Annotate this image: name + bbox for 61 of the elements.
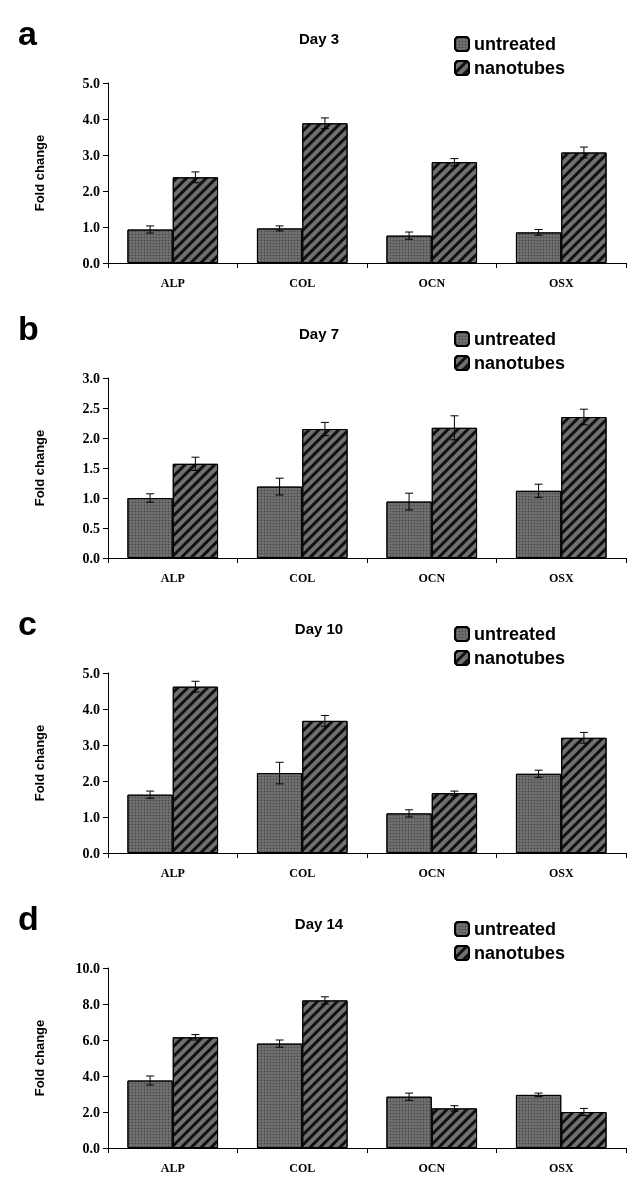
chart-title: Day 7 — [298, 325, 340, 342]
x-tick-label: OSX — [548, 866, 574, 880]
y-axis-title: Fold change — [32, 134, 47, 212]
text: c — [18, 604, 37, 642]
text: a — [18, 14, 38, 52]
legend-label: untreated — [474, 624, 557, 644]
y-tick-label: 5.0 — [82, 665, 100, 681]
y-tick-label: 1.0 — [82, 809, 100, 825]
x-tick-label: OSX — [548, 276, 574, 290]
x-tick-label: OCN — [418, 866, 446, 880]
y-tick-label: 4.0 — [82, 701, 100, 717]
y-tick-label: 6.0 — [82, 1032, 100, 1048]
y-tick-label: 2.0 — [82, 1104, 100, 1120]
x-tick-label: COL — [289, 866, 316, 880]
y-tick-label: 0.5 — [82, 520, 100, 536]
legend-label: nanotubes — [474, 648, 566, 668]
x-tick-label: COL — [289, 1161, 316, 1175]
y-tick-label: 3.0 — [82, 370, 100, 386]
y-tick-label: 2.5 — [82, 400, 100, 416]
chart-title: Day 10 — [294, 620, 344, 637]
y-axis-title: Fold change — [32, 724, 47, 802]
y-tick-label: 0.0 — [82, 550, 100, 566]
y-tick-label: 8.0 — [82, 996, 100, 1012]
x-tick-label: ALP — [160, 1161, 185, 1175]
y-tick-label: 4.0 — [82, 111, 100, 127]
y-tick-label: 3.0 — [82, 737, 100, 753]
y-tick-label: 5.0 — [82, 75, 100, 91]
y-tick-label: 2.0 — [82, 183, 100, 199]
x-tick-label: OCN — [418, 276, 446, 290]
x-tick-label: OCN — [418, 571, 446, 585]
y-axis-title: Fold change — [32, 429, 47, 507]
x-tick-label: ALP — [160, 276, 185, 290]
x-tick-label: COL — [289, 276, 316, 290]
y-tick-label: 0.0 — [82, 1140, 100, 1156]
y-tick-label: 1.0 — [82, 219, 100, 235]
y-tick-label: 2.0 — [82, 430, 100, 446]
legend-label: nanotubes — [474, 353, 566, 373]
text: b — [18, 309, 39, 347]
x-tick-label: OSX — [548, 1161, 574, 1175]
y-tick-label: 4.0 — [82, 1068, 100, 1084]
legend-label: untreated — [474, 34, 557, 54]
legend-label: nanotubes — [474, 943, 566, 963]
legend-label: nanotubes — [474, 58, 566, 78]
y-tick-label: 0.0 — [82, 845, 100, 861]
x-tick-label: OCN — [418, 1161, 446, 1175]
y-tick-label: 0.0 — [82, 255, 100, 271]
y-tick-label: 1.5 — [82, 460, 100, 476]
x-tick-label: COL — [289, 571, 316, 585]
legend-label: untreated — [474, 329, 557, 349]
y-tick-label: 2.0 — [82, 773, 100, 789]
x-tick-label: OSX — [548, 571, 574, 585]
chart-title: Day 14 — [294, 915, 344, 932]
y-axis-title: Fold change — [32, 1019, 47, 1097]
text: d — [18, 899, 39, 937]
y-tick-label: 3.0 — [82, 147, 100, 163]
x-tick-label: ALP — [160, 866, 185, 880]
chart-title: Day 3 — [298, 30, 340, 47]
y-tick-label: 1.0 — [82, 490, 100, 506]
x-tick-label: ALP — [160, 571, 185, 585]
y-tick-label: 10.0 — [75, 960, 100, 976]
legend-label: untreated — [474, 919, 557, 939]
